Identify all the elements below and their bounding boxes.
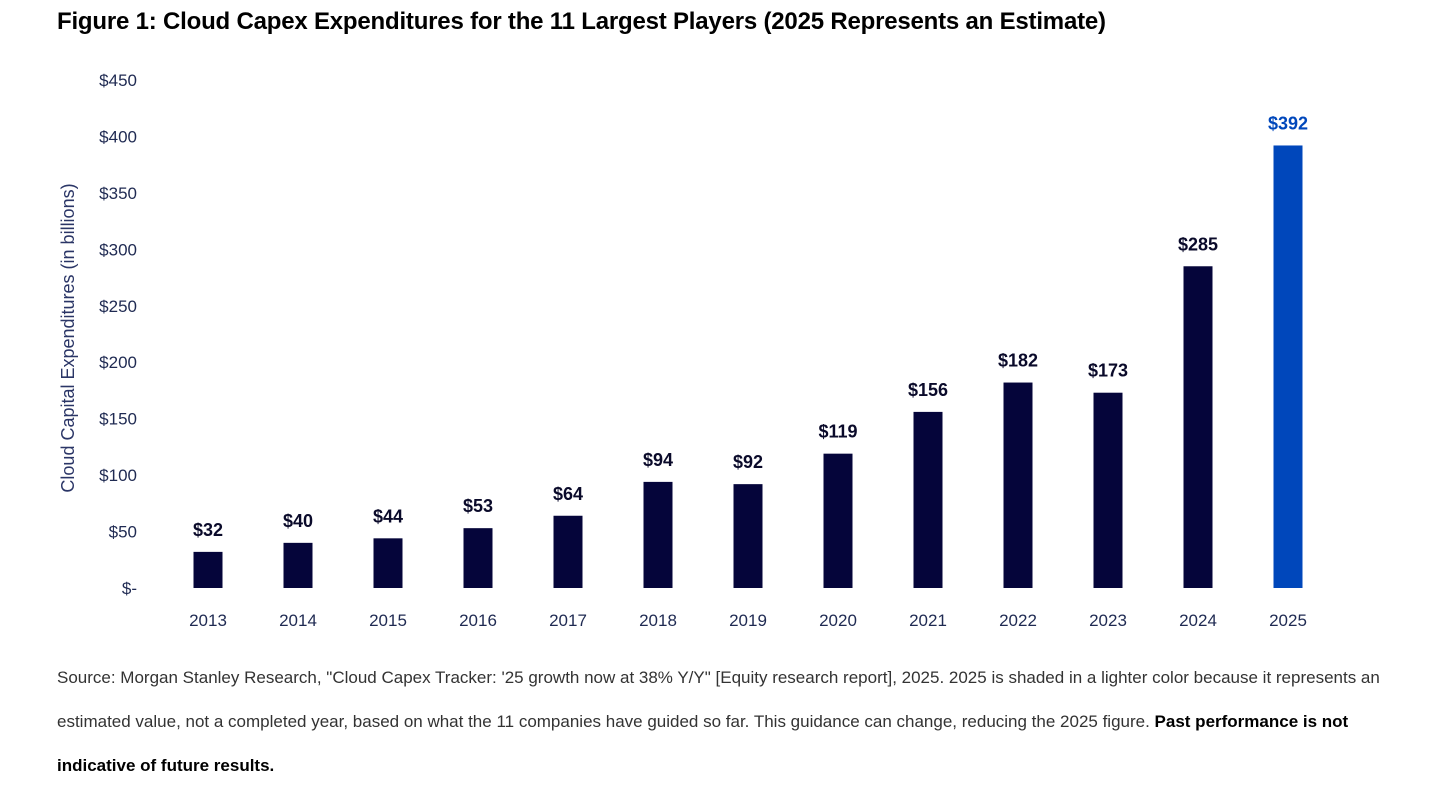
data-label-2020: $119 (818, 422, 857, 442)
x-tick-label: 2021 (909, 611, 947, 630)
y-tick-label: $50 (109, 523, 137, 542)
bar-2020 (823, 453, 853, 588)
data-label-2014: $40 (283, 511, 313, 531)
bar-2016 (463, 528, 493, 588)
y-tick-label: $150 (99, 410, 137, 429)
bar-2013 (193, 551, 223, 588)
bar-2017 (553, 515, 583, 588)
y-tick-label: $350 (99, 184, 137, 203)
x-tick-label: 2025 (1269, 611, 1307, 630)
bar-2023 (1093, 392, 1123, 588)
caption-disclaimer-start: Past performance is not (1154, 712, 1349, 731)
x-tick-label: 2013 (189, 611, 227, 630)
x-tick-label: 2018 (639, 611, 677, 630)
x-tick-label: 2014 (279, 611, 317, 630)
y-tick-label: $250 (99, 297, 137, 316)
y-tick-label: $200 (99, 353, 137, 372)
bar-2021 (913, 411, 943, 588)
data-label-2023: $173 (1088, 361, 1128, 381)
y-tick-label: $450 (99, 71, 137, 90)
bar-2014 (283, 542, 313, 588)
x-tick-label: 2015 (369, 611, 407, 630)
y-tick-label: $100 (99, 466, 137, 485)
data-label-2019: $92 (733, 452, 763, 472)
bar-2022 (1003, 382, 1033, 588)
data-label-2017: $64 (553, 484, 583, 504)
x-tick-label: 2024 (1179, 611, 1217, 630)
caption-disclaimer-end: indicative of future results. (57, 756, 275, 775)
x-tick-label: 2020 (819, 611, 857, 630)
caption-line-1: Source: Morgan Stanley Research, "Cloud … (57, 668, 1380, 687)
data-label-2018: $94 (643, 450, 673, 470)
y-axis-label: Cloud Capital Expenditures (in billions) (58, 183, 78, 492)
bar-2024 (1183, 266, 1213, 588)
x-tick-label: 2023 (1089, 611, 1127, 630)
x-tick-label: 2016 (459, 611, 497, 630)
bar-2025 (1273, 145, 1303, 588)
caption-line-2: estimated value, not a completed year, b… (57, 712, 1348, 732)
y-tick-label: $400 (99, 127, 137, 146)
y-tick-label: $300 (99, 240, 137, 259)
bar-2018 (643, 481, 673, 588)
y-tick-label: $- (122, 579, 137, 598)
data-label-2016: $53 (463, 496, 493, 516)
bar-chart: $- $50 $100 $150 $200 $250 $300 $350 $400 $450 Clo… (58, 71, 1308, 630)
data-label-2025: $392 (1268, 113, 1308, 133)
data-label-2015: $44 (373, 506, 403, 526)
caption-line-2-text: estimated value, not a completed year, b… (57, 712, 1155, 731)
x-tick-label: 2022 (999, 611, 1037, 630)
caption-line-3: indicative of future results. (57, 756, 274, 776)
bar-2019 (733, 484, 763, 588)
chart-title: Figure 1: Cloud Capex Expenditures for t… (57, 8, 1106, 35)
x-tick-label: 2017 (549, 611, 587, 630)
data-label-2024: $285 (1178, 234, 1218, 254)
data-label-2022: $182 (998, 351, 1038, 371)
data-label-2021: $156 (908, 380, 948, 400)
bar-2015 (373, 538, 403, 588)
x-tick-label: 2019 (729, 611, 767, 630)
data-label-2013: $32 (193, 520, 223, 540)
